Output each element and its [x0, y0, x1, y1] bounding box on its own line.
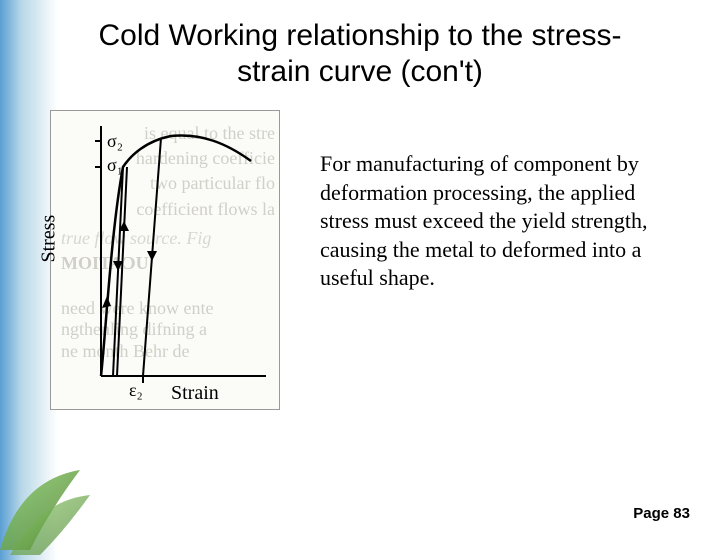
chart-svg [51, 111, 281, 411]
y-axis-label: Stress [38, 215, 61, 263]
content-area: is equal to the strehardening coefficiet… [0, 90, 720, 410]
eps2-label: ε₂ [129, 380, 143, 401]
body-paragraph: For manufacturing of component by deform… [320, 150, 660, 410]
title-line2: strain curve (con't) [237, 55, 483, 88]
sigma1-label: σ₁ [107, 155, 123, 176]
slide-title: Cold Working relationship to the stress-… [0, 0, 720, 90]
leaf-decoration [0, 440, 110, 560]
sigma2-label: σ₂ [107, 131, 123, 152]
title-line1: Cold Working relationship to the stress- [98, 19, 621, 52]
x-axis-label: Strain [171, 382, 219, 405]
page-number: Page 83 [633, 505, 690, 522]
stress-strain-chart: is equal to the strehardening coefficiet… [50, 110, 280, 410]
